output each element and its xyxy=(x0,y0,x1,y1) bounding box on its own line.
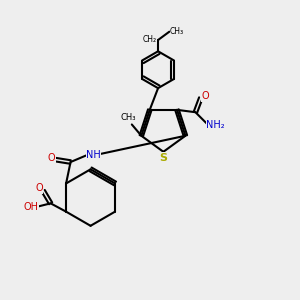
Text: OH: OH xyxy=(23,202,38,212)
Text: CH₃: CH₃ xyxy=(170,27,184,36)
Text: O: O xyxy=(35,184,43,194)
Text: NH: NH xyxy=(86,151,101,160)
Text: CH₂: CH₂ xyxy=(143,35,157,44)
Text: S: S xyxy=(159,153,167,163)
Text: O: O xyxy=(201,91,209,101)
Text: NH₂: NH₂ xyxy=(206,120,225,130)
Text: CH₃: CH₃ xyxy=(121,113,136,122)
Text: O: O xyxy=(48,153,56,163)
